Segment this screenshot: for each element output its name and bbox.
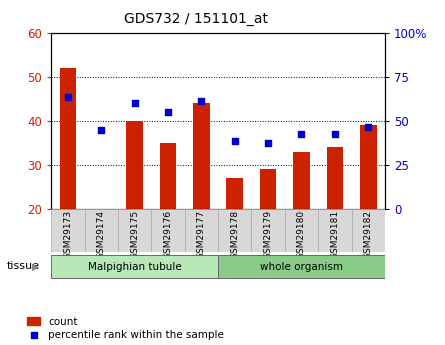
Text: GDS732 / 151101_at: GDS732 / 151101_at: [124, 12, 268, 26]
Point: [165, 109, 172, 115]
Point: [198, 98, 205, 104]
Bar: [360, 125, 376, 209]
Point: [365, 125, 372, 130]
Bar: [60, 68, 76, 209]
Bar: [126, 121, 143, 209]
Text: GSM29176: GSM29176: [163, 210, 173, 259]
Bar: [218, 209, 251, 252]
Text: GSM29181: GSM29181: [330, 210, 340, 259]
Bar: [185, 209, 218, 252]
Text: GSM29180: GSM29180: [297, 210, 306, 259]
Bar: [251, 209, 285, 252]
Point: [98, 127, 105, 132]
Bar: [218, 255, 385, 278]
Bar: [260, 169, 276, 209]
Bar: [285, 209, 318, 252]
Point: [265, 140, 272, 146]
Text: GSM29173: GSM29173: [63, 210, 73, 259]
Text: ▶: ▶: [32, 262, 40, 271]
Bar: [160, 143, 176, 209]
Text: GSM29179: GSM29179: [263, 210, 273, 259]
Bar: [293, 151, 310, 209]
Text: GSM29182: GSM29182: [364, 210, 373, 259]
Point: [65, 94, 72, 99]
Legend: count, percentile rank within the sample: count, percentile rank within the sample: [28, 317, 224, 340]
Bar: [352, 209, 385, 252]
Text: GSM29175: GSM29175: [130, 210, 139, 259]
Bar: [151, 209, 185, 252]
Bar: [327, 147, 343, 209]
Bar: [85, 209, 118, 252]
Text: GSM29177: GSM29177: [197, 210, 206, 259]
Text: GSM29178: GSM29178: [230, 210, 239, 259]
Point: [231, 138, 239, 143]
Text: GSM29174: GSM29174: [97, 210, 106, 259]
Text: tissue: tissue: [7, 262, 40, 271]
Text: whole organism: whole organism: [260, 262, 343, 272]
Bar: [193, 103, 210, 209]
Text: Malpighian tubule: Malpighian tubule: [88, 262, 182, 272]
Point: [131, 100, 138, 106]
Bar: [51, 209, 85, 252]
Point: [298, 131, 305, 137]
Point: [332, 131, 339, 137]
Bar: [318, 209, 352, 252]
Bar: [51, 255, 218, 278]
Bar: [118, 209, 151, 252]
Bar: [227, 178, 243, 209]
